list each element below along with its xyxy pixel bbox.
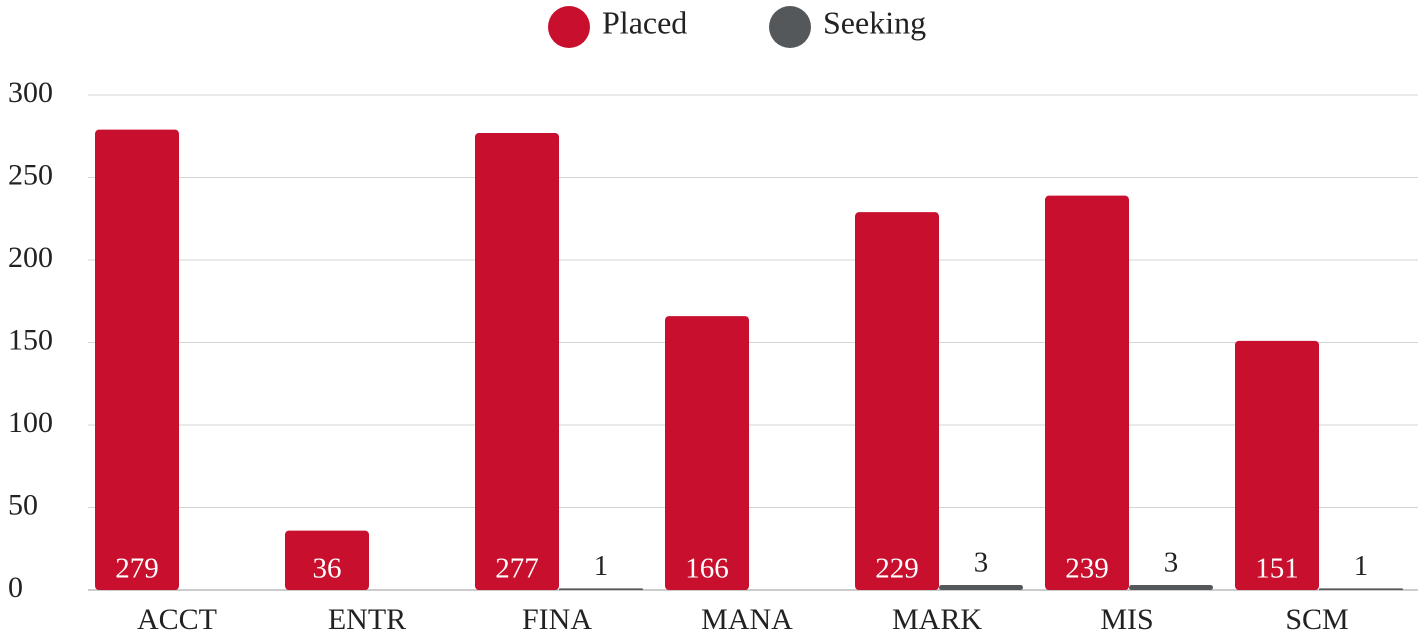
value-label: 277 (495, 553, 539, 585)
bar (285, 530, 369, 590)
legend-label: Seeking (823, 4, 926, 40)
bar (1129, 585, 1213, 590)
bar (95, 129, 179, 590)
x-tick-label: MANA (701, 603, 793, 636)
legend-swatch (548, 6, 590, 48)
value-label: 1 (594, 550, 609, 582)
x-tick-label: MARK (892, 603, 982, 636)
legend-label: Placed (602, 4, 687, 40)
x-tick-label: FINA (522, 603, 592, 636)
y-tick-label: 250 (8, 158, 53, 191)
value-label: 279 (115, 553, 159, 585)
bar (665, 316, 749, 590)
x-tick-label: MIS (1100, 603, 1153, 636)
bar (1045, 195, 1129, 590)
y-tick-label: 300 (8, 76, 53, 109)
legend-swatch (769, 6, 811, 48)
value-label: 239 (1065, 553, 1109, 585)
x-tick-label: ENTR (328, 603, 406, 636)
y-tick-label: 0 (8, 571, 23, 604)
bar (475, 132, 559, 590)
value-label: 151 (1255, 553, 1299, 585)
bar (559, 588, 643, 590)
bar (1235, 340, 1319, 590)
bar (855, 212, 939, 590)
x-tick-label: ACCT (137, 603, 217, 636)
y-tick-label: 200 (8, 241, 53, 274)
y-tick-label: 150 (8, 323, 53, 356)
value-label: 3 (1164, 547, 1179, 579)
value-label: 36 (313, 553, 342, 585)
y-tick-label: 100 (8, 406, 53, 439)
value-label: 166 (685, 553, 729, 585)
value-label: 1 (1354, 550, 1369, 582)
bar (939, 585, 1023, 590)
x-tick-label: SCM (1285, 603, 1348, 636)
value-label: 229 (875, 553, 919, 585)
bar (1319, 588, 1403, 590)
value-label: 3 (974, 547, 989, 579)
y-tick-label: 50 (8, 488, 38, 521)
